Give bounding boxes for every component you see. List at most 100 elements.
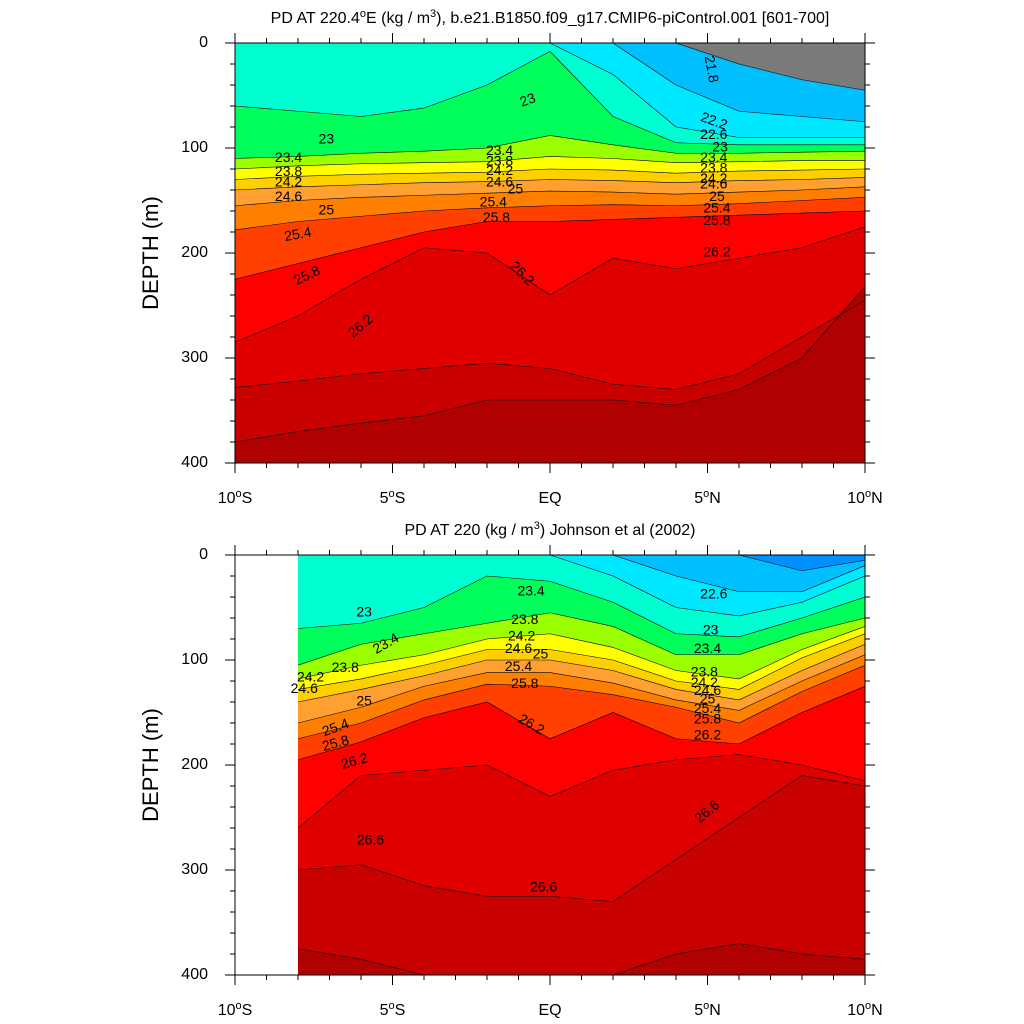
contour-label: 25.8 [703, 212, 730, 228]
text-part: 10 [218, 1002, 236, 1019]
contour-area [235, 43, 865, 463]
contour-label: 25 [709, 188, 725, 204]
y-tick-label: 0 [199, 546, 208, 563]
y-tick-label: 200 [181, 756, 208, 773]
y-tick-label: 100 [181, 651, 208, 668]
contour-line-22.2 [235, 43, 865, 123]
contour-line-24.6 [298, 633, 865, 690]
contour-label: 25 [319, 202, 335, 218]
contour-line-26.2 [235, 226, 865, 343]
contour-label: 23.4 [694, 640, 721, 656]
contour-label: 26.2 [694, 726, 721, 742]
text-part: 3 [534, 520, 540, 532]
chart-title: PD AT 220 (kg / m3) Johnson et al (2002) [404, 520, 695, 539]
x-tick-label: 5oN [694, 488, 721, 507]
text-part: o [360, 8, 366, 20]
contour-label: 25.8 [483, 209, 510, 225]
text-part: PD AT 220.4 [271, 10, 360, 27]
text-part: o [703, 488, 709, 500]
contour-label: 25 [356, 693, 372, 709]
contour-label: 25.8 [694, 711, 721, 727]
x-tick-label: 5oN [694, 1000, 721, 1019]
x-tick-label: EQ [538, 1002, 561, 1019]
x-tick-label: 10oS [218, 488, 253, 507]
contour-line-21.8 [235, 43, 865, 91]
contour-label: 23.4 [275, 149, 302, 165]
panel-2: 22.6232323.423.423.423.823.823.824.224.2… [138, 520, 883, 1019]
contour-label: 25.8 [320, 731, 351, 754]
contour-line-25 [235, 186, 865, 207]
contour-line-27 [298, 775, 865, 902]
text-part: 3 [430, 8, 436, 20]
contour-line-22.2 [298, 555, 865, 572]
contour-fill-27.4 [298, 943, 865, 975]
contour-fill-27 [235, 286, 865, 463]
text-part: 5 [694, 1002, 703, 1019]
contour-label: 24.2 [700, 170, 727, 186]
contour-label: 23.4 [486, 142, 513, 158]
contour-label: 24.6 [291, 680, 318, 696]
y-tick-label: 300 [181, 861, 208, 878]
contour-label: 24.2 [297, 669, 324, 685]
text-part: o [236, 488, 242, 500]
y-tick-label: 0 [199, 34, 208, 51]
contour-label: 24.6 [694, 682, 721, 698]
contour-label: 23.8 [486, 152, 513, 168]
text-part: N [871, 490, 883, 507]
contour-label: 25.4 [694, 700, 721, 716]
contour-label: 23.4 [517, 582, 544, 598]
text-part: S [395, 1002, 406, 1019]
y-tick-label: 300 [181, 349, 208, 366]
contour-line-26.2 [298, 685, 865, 761]
text-part: 10 [218, 490, 236, 507]
text-part: o [865, 488, 871, 500]
contour-label: 23 [319, 130, 335, 146]
contour-label: 24.6 [505, 640, 532, 656]
text-part: 5 [380, 1002, 389, 1019]
text-part: o [389, 488, 395, 500]
text-part: 10 [847, 1002, 865, 1019]
contour-line-23.4 [298, 575, 865, 638]
contour-label: 26.6 [357, 831, 384, 847]
contour-label: 25.4 [703, 200, 730, 216]
contour-line-25.4 [298, 654, 865, 724]
contour-label: 25.4 [480, 193, 507, 209]
text-part: PD AT 220 (kg / m [404, 522, 533, 539]
contour-label: 25 [533, 645, 549, 661]
contour-label: 23 [712, 139, 728, 155]
contour-line-26.6 [235, 299, 865, 390]
contour-label: 23 [356, 603, 372, 619]
text-part: EQ [538, 1002, 561, 1019]
contour-label: 25.4 [505, 658, 532, 674]
contour-label: 24.6 [700, 175, 727, 191]
contour-line-25 [298, 643, 865, 703]
contour-line-23 [298, 555, 865, 617]
text-part: 5 [694, 490, 703, 507]
text-part: E (kg / m [366, 10, 430, 27]
contour-label: 26.2 [703, 244, 730, 260]
x-tick-label: 10oN [847, 1000, 882, 1019]
contour-label: 23.8 [700, 160, 727, 176]
text-part: o [389, 1000, 395, 1012]
contour-line-25.4 [235, 197, 865, 231]
contour-line-22.6 [298, 555, 865, 593]
y-axis-label: DEPTH (m) [138, 196, 163, 310]
contour-label: 22.6 [700, 586, 727, 602]
contour-line-27 [235, 286, 865, 443]
y-tick-label: 200 [181, 244, 208, 261]
contour-label: 23.8 [275, 163, 302, 179]
contour-label: 24.2 [691, 674, 718, 690]
contour-label: 21.8 [702, 54, 723, 84]
contour-label: 25.8 [511, 675, 538, 691]
contour-area [298, 555, 865, 975]
contour-line-27.4 [298, 943, 865, 975]
y-tick-label: 400 [181, 454, 208, 471]
text-part: N [709, 1002, 721, 1019]
contour-label: 24.6 [486, 173, 513, 189]
contour-label: 25.4 [283, 224, 313, 245]
contour-label: 24.2 [508, 628, 535, 644]
text-part: ) Johnson et al (2002) [540, 522, 696, 539]
contour-label: 23 [703, 621, 719, 637]
contour-line-22.6 [235, 43, 865, 138]
contour-label: 24.2 [275, 173, 302, 189]
